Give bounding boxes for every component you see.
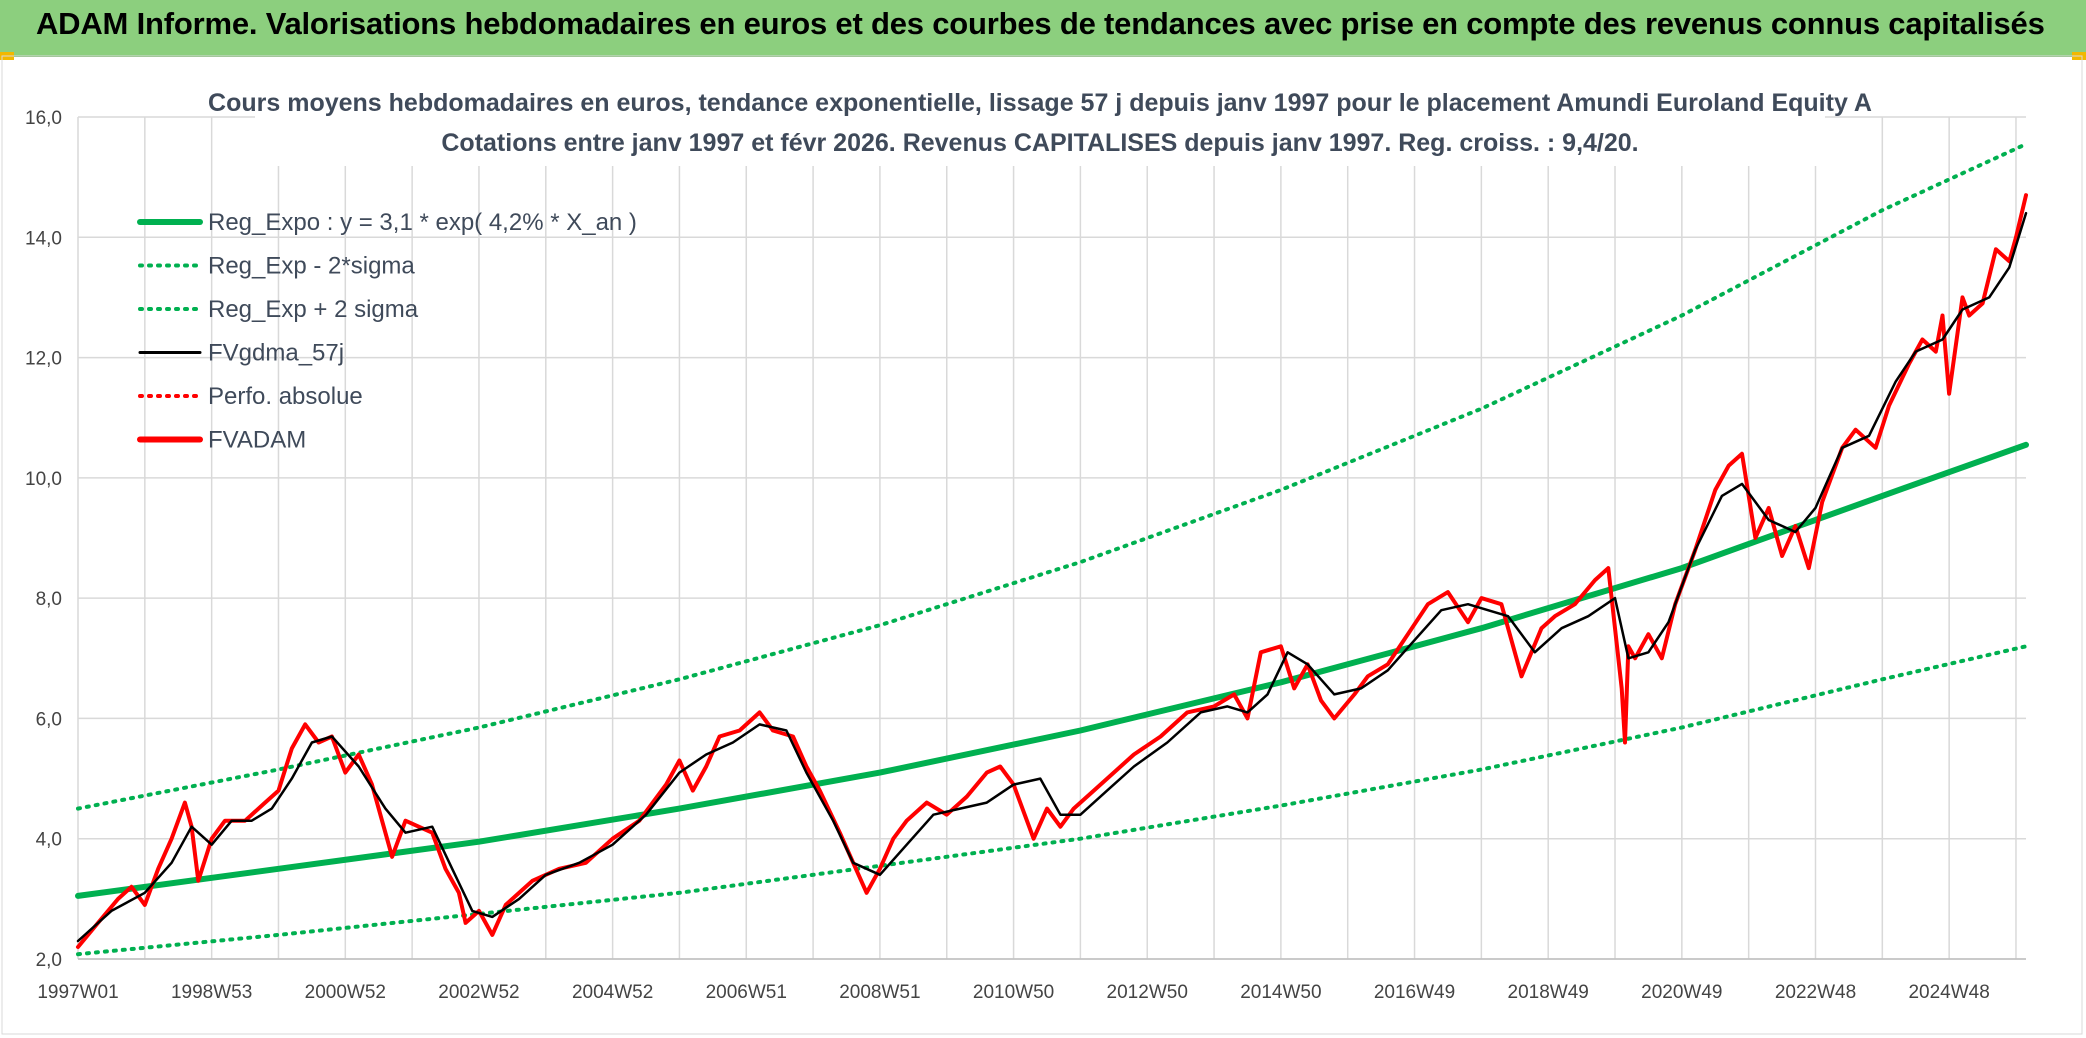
y-tick-label: 14,0 [25, 228, 62, 249]
chart-border [1, 55, 2083, 1035]
reg-minus-2sigma-line [76, 644, 2028, 957]
report-banner: ADAM Informe. Valorisations hebdomadaire… [0, 0, 2086, 60]
x-tick-label: 2010W50 [973, 982, 1054, 1003]
y-tick-label: 10,0 [25, 469, 62, 490]
x-tick-label: 1998W53 [171, 982, 252, 1003]
chart-title-line-2: Cotations entre janv 1997 et févr 2026. … [441, 129, 1638, 157]
x-tick-label: 2012W50 [1107, 982, 1188, 1003]
x-tick-label: 2008W51 [839, 982, 920, 1003]
y-tick-label: 8,0 [36, 589, 62, 610]
x-tick-label: 2020W49 [1641, 982, 1722, 1003]
x-tick-label: 2006W51 [706, 982, 787, 1003]
legend-reg-minus-2sigma: Reg_Exp - 2*sigma [138, 253, 415, 280]
x-tick-label: 2000W52 [305, 982, 386, 1003]
x-tick-label: 2004W52 [572, 982, 653, 1003]
y-axis: 2,0 4,0 6,0 8,0 10,0 12,0 14,0 16,0 [25, 108, 62, 971]
legend-label: Reg_Exp - 2*sigma [208, 253, 415, 280]
chart-title-line-1: Cours moyens hebdomadaires en euros, ten… [208, 89, 1872, 117]
legend-label: Reg_Exp + 2 sigma [208, 296, 419, 323]
fvadam-line [76, 193, 2028, 949]
x-tick-label: 2016W49 [1374, 982, 1455, 1003]
fvgdma-57j-line [76, 211, 2028, 943]
x-axis: 1997W01 1998W53 2000W52 2002W52 2004W52 2006W… [37, 958, 2026, 1003]
x-tick-label: 1997W01 [37, 982, 118, 1003]
y-tick-label: 2,0 [36, 950, 62, 971]
plot-area [75, 142, 2029, 957]
legend-label: Perfo. absolue [208, 383, 363, 410]
y-tick-label: 6,0 [36, 709, 62, 730]
legend-fvgdma-57j: FVgdma_57j [138, 340, 344, 367]
legend-fvadam: FVADAM [137, 427, 306, 454]
reg-expo-line [75, 441, 2029, 899]
legend-label: FVgdma_57j [208, 340, 344, 367]
grid [77, 116, 2026, 960]
legend-label: FVADAM [208, 427, 306, 454]
y-tick-label: 4,0 [36, 830, 62, 851]
legend-reg-expo: Reg_Expo : y = 3,1 * exp( 4,2% * X_an ) [137, 209, 637, 236]
reg-plus-2sigma-line [76, 142, 2028, 811]
report-title: ADAM Informe. Valorisations hebdomadaire… [36, 6, 2045, 41]
y-tick-label: 16,0 [25, 108, 62, 129]
x-tick-label: 2018W49 [1508, 982, 1589, 1003]
legend-label: Reg_Expo : y = 3,1 * exp( 4,2% * X_an ) [208, 209, 637, 236]
x-tick-label: 2022W48 [1775, 982, 1856, 1003]
title-background [255, 82, 1825, 166]
legend: Reg_Expo : y = 3,1 * exp( 4,2% * X_an ) R… [137, 209, 637, 454]
legend-reg-plus-2sigma: Reg_Exp + 2 sigma [138, 296, 419, 323]
x-tick-label: 2014W50 [1240, 982, 1321, 1003]
x-tick-label: 2002W52 [438, 982, 519, 1003]
y-tick-label: 12,0 [25, 349, 62, 370]
x-tick-label: 2024W48 [1908, 982, 1989, 1003]
legend-perfo-absolue: Perfo. absolue [138, 383, 363, 410]
